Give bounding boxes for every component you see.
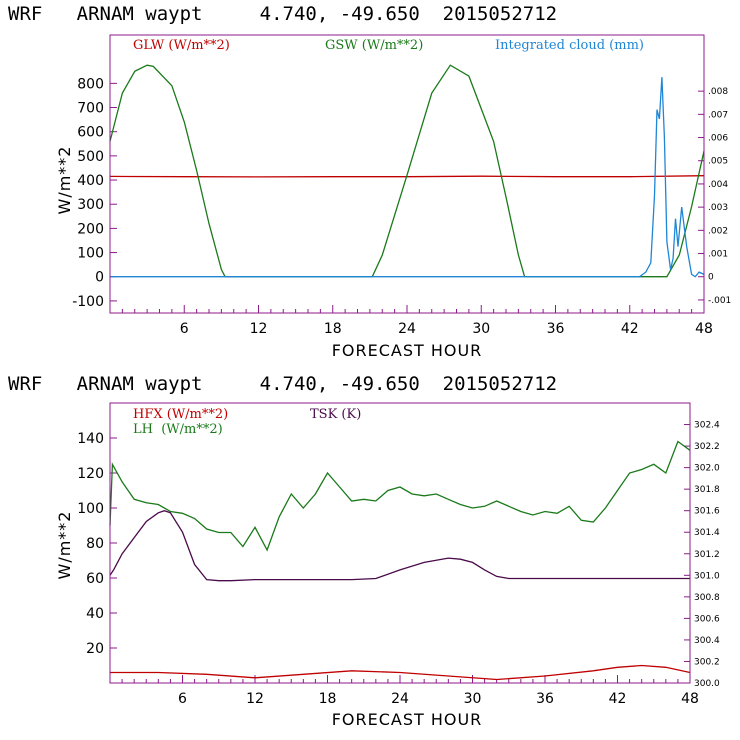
y2-tick-label: 302.0	[694, 464, 720, 474]
x-tick-label: 18	[319, 691, 337, 707]
y2-tick-label: 300.0	[694, 679, 720, 689]
y-tick-label: 40	[86, 606, 104, 622]
legend-cloud: Integrated cloud (mm)	[495, 38, 644, 53]
y2-tick-label: .007	[708, 110, 728, 120]
y-tick-label: 100	[77, 501, 104, 517]
chart1-y2ticks: .008 .007 .006 .005 .004 .003 .002 .001 0 -.001	[698, 87, 731, 306]
legend-lh: LH (W/m**2)	[133, 422, 223, 437]
chart1-xlabel: FORECAST HOUR	[332, 341, 483, 360]
chart2-frame	[109, 402, 691, 684]
x-tick-label: 6	[180, 321, 189, 337]
x-tick-label: 24	[391, 691, 409, 707]
chart1-yticks: -100 0 100 200 300 400 500 600 700 800	[72, 76, 117, 310]
chart1-ylabel: W/m**2	[55, 146, 74, 215]
y-tick-label: 600	[77, 125, 104, 141]
chart1-xticks: 6 12 18 24 30 36 42 48	[121, 305, 713, 337]
chart1-legend: GLW (W/m**2) GSW (W/m**2) Integrated clo…	[133, 38, 644, 53]
x-tick-label: 18	[324, 321, 342, 337]
y2-tick-label: 302.4	[694, 421, 720, 431]
y-tick-label: 100	[77, 246, 104, 262]
y-tick-label: 120	[77, 466, 104, 482]
chart2-legend: HFX (W/m**2) LH (W/m**2) TSK (K)	[133, 407, 361, 437]
y2-tick-label: 301.0	[694, 571, 720, 581]
y2-tick-label: .006	[708, 134, 728, 144]
x-tick-label: 12	[250, 321, 268, 337]
chart2-series	[109, 440, 691, 681]
y-tick-label: 140	[77, 431, 104, 447]
chart2-y2ticks: 302.4 302.2 302.0 301.8 301.6 301.4 301.2 301.0…	[684, 421, 720, 689]
legend-tsk: TSK (K)	[310, 407, 361, 422]
chart2-ylabel: W/m**2	[55, 511, 74, 580]
chart1-frame	[109, 34, 705, 314]
series-tsk-line	[109, 510, 690, 582]
chart1-title: WRF ARNAM waypt 4.740, -49.650 201505271…	[8, 3, 557, 25]
y2-tick-label: 300.2	[694, 657, 720, 667]
chart2-xlabel: FORECAST HOUR	[332, 710, 483, 729]
x-tick-label: 48	[681, 691, 699, 707]
y2-tick-label: 302.2	[694, 442, 720, 452]
y2-tick-label: 301.4	[694, 528, 720, 538]
x-tick-label: 42	[609, 691, 627, 707]
chart2-title: WRF ARNAM waypt 4.740, -49.650 201505271…	[8, 373, 557, 395]
y2-tick-label: 301.6	[694, 507, 720, 517]
y2-tick-label: .008	[708, 87, 728, 97]
x-tick-label: 30	[464, 691, 482, 707]
x-tick-label: 24	[398, 321, 416, 337]
y-tick-label: 60	[86, 571, 104, 587]
y2-tick-label: .002	[708, 226, 728, 236]
x-tick-label: 48	[695, 321, 713, 337]
y2-tick-label: 300.6	[694, 614, 720, 624]
series-cloud-line	[110, 77, 705, 278]
chart2-xticks: 6 12 18 24 30 36 42 48	[121, 675, 699, 707]
y2-tick-label: .001	[708, 250, 728, 260]
y2-tick-label: 300.4	[694, 636, 720, 646]
y-tick-label: 800	[77, 76, 104, 92]
y-tick-label: 80	[86, 536, 104, 552]
y-tick-label: 700	[77, 101, 104, 117]
legend-gsw: GSW (W/m**2)	[325, 38, 423, 53]
x-tick-label: 6	[178, 691, 187, 707]
y-tick-label: 500	[77, 149, 104, 165]
y2-tick-label: -.001	[708, 296, 731, 306]
y-tick-label: 200	[77, 221, 104, 237]
x-tick-label: 36	[536, 691, 554, 707]
y-tick-label: 0	[95, 270, 104, 286]
x-tick-label: 30	[472, 321, 490, 337]
y2-tick-label: 301.2	[694, 550, 720, 560]
x-tick-label: 36	[547, 321, 565, 337]
chart2-yticks: 20 40 60 80 100 120 140	[77, 431, 117, 657]
series-lh-line	[109, 440, 691, 552]
y-tick-label: 400	[77, 173, 104, 189]
y-tick-label: 300	[77, 197, 104, 213]
y2-tick-label: 301.8	[694, 485, 720, 495]
legend-hfx: HFX (W/m**2)	[133, 407, 228, 422]
y2-tick-label: 300.8	[694, 593, 720, 603]
chart1-series	[109, 64, 705, 278]
x-tick-label: 42	[621, 321, 639, 337]
y2-tick-label: .004	[708, 180, 728, 190]
series-hfx-line	[110, 664, 691, 681]
series-gsw-line	[109, 64, 705, 278]
y2-tick-label: .003	[708, 203, 728, 213]
legend-glw: GLW (W/m**2)	[133, 38, 230, 53]
y2-tick-label: 0	[708, 273, 714, 283]
y-tick-label: -100	[72, 294, 104, 310]
y-tick-label: 20	[86, 641, 104, 657]
x-tick-label: 12	[246, 691, 264, 707]
y2-tick-label: .005	[708, 157, 728, 167]
